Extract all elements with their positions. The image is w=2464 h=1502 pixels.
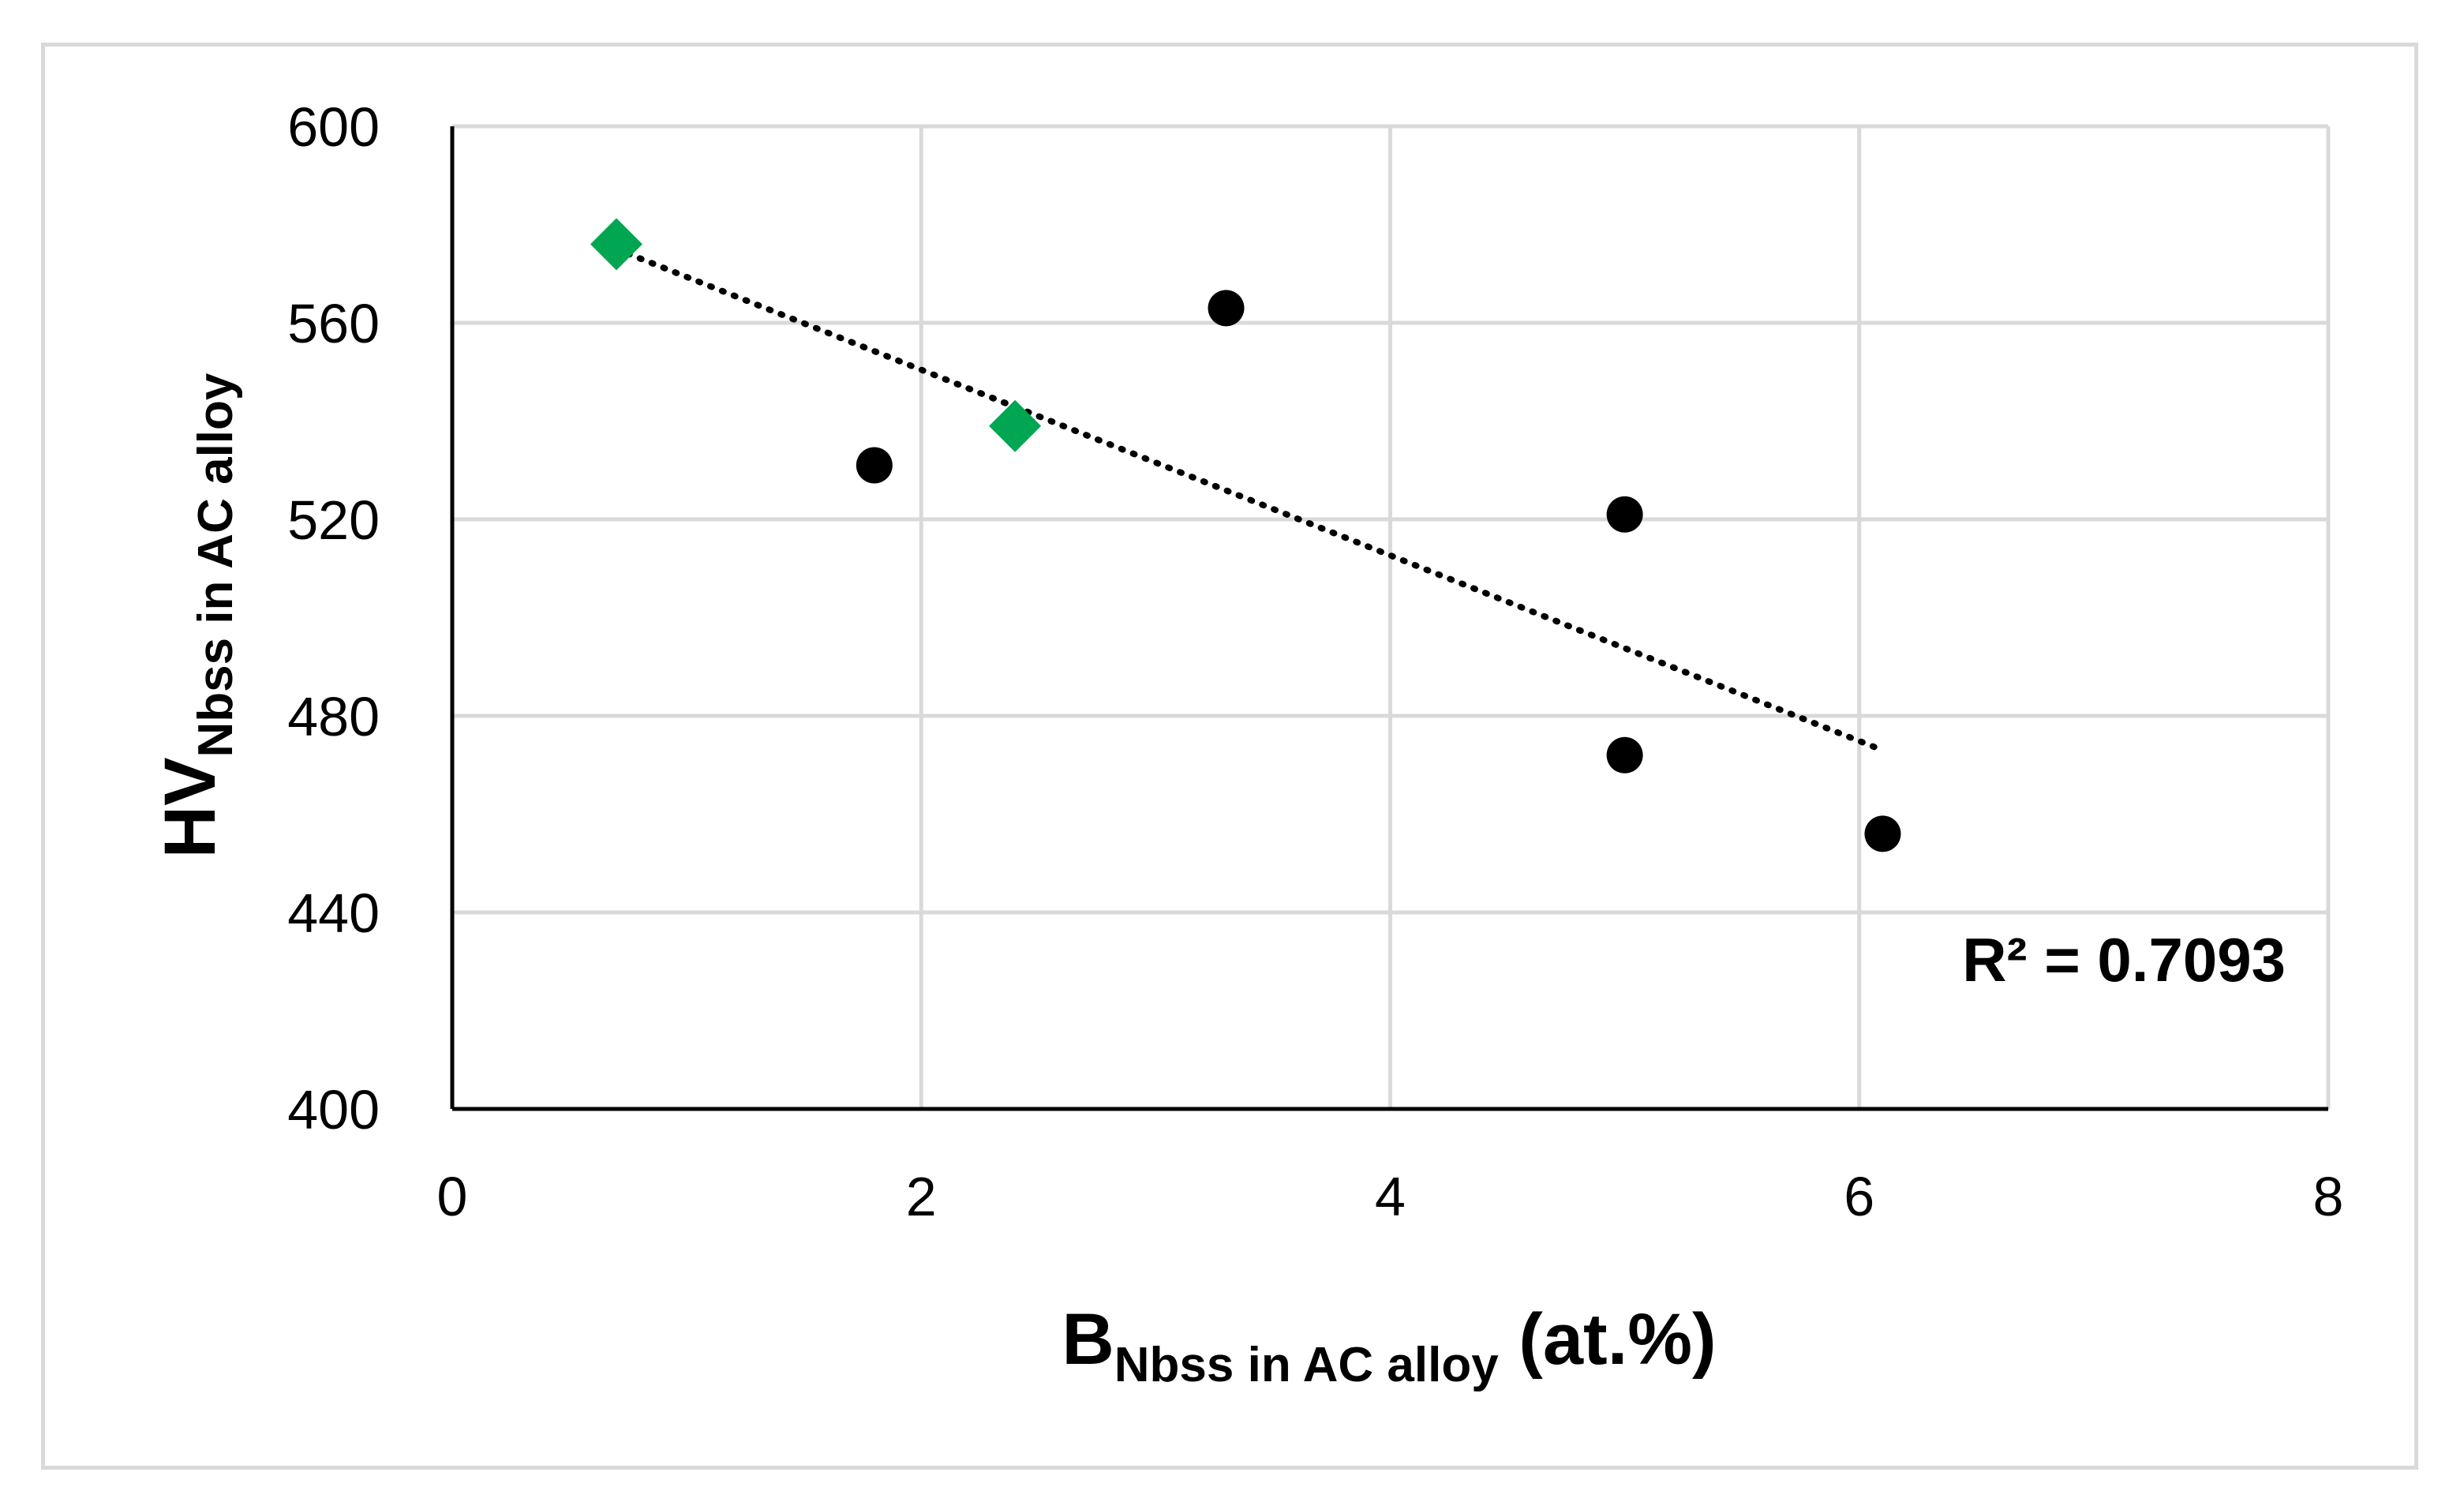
y-tick-label: 480 [287,686,380,747]
data-point-diamond [590,218,642,271]
y-axis-title: HVNbss in AC alloy [150,373,243,858]
trendline-group [612,245,1886,754]
data-point-diamond [989,399,1042,452]
x-tick-label: 2 [906,1166,937,1227]
y-tick-label: 600 [287,96,380,158]
y-tick-label: 520 [287,489,380,551]
y-axis-title-main: HV [150,758,230,859]
x-axis-title-suffix: (at.%) [1499,1299,1717,1380]
x-tick-label: 6 [1844,1166,1874,1227]
x-axis-title-subscript: Nbss in AC alloy [1114,1338,1499,1392]
r-squared-annotation: R² = 0.7093 [1962,925,2286,994]
axes [450,126,2328,1111]
x-axis-title-main: B [1062,1299,1114,1380]
y-tick-labels: 400 440 480 520 560 600 [287,96,380,1141]
data-markers [590,218,1901,852]
data-point-circle [856,447,893,484]
x-axis-title: BNbss in AC alloy (at.%) [1062,1299,1716,1392]
gridlines [452,124,2331,1109]
data-point-circle [1606,736,1643,773]
chart-frame [41,43,2418,1470]
data-point-circle [1606,496,1643,533]
y-tick-label: 440 [287,882,380,944]
x-tick-label: 8 [2313,1166,2344,1227]
y-tick-label: 560 [287,293,380,354]
x-tick-labels: 0 2 4 6 8 [437,1166,2344,1227]
data-point-circle [1864,815,1901,852]
y-axis-title-subscript: Nbss in AC alloy [189,373,243,757]
x-tick-label: 4 [1375,1166,1406,1227]
trendline [612,245,1886,754]
y-tick-label: 400 [287,1079,380,1141]
x-tick-label: 0 [437,1166,468,1227]
data-point-circle [1208,290,1245,327]
